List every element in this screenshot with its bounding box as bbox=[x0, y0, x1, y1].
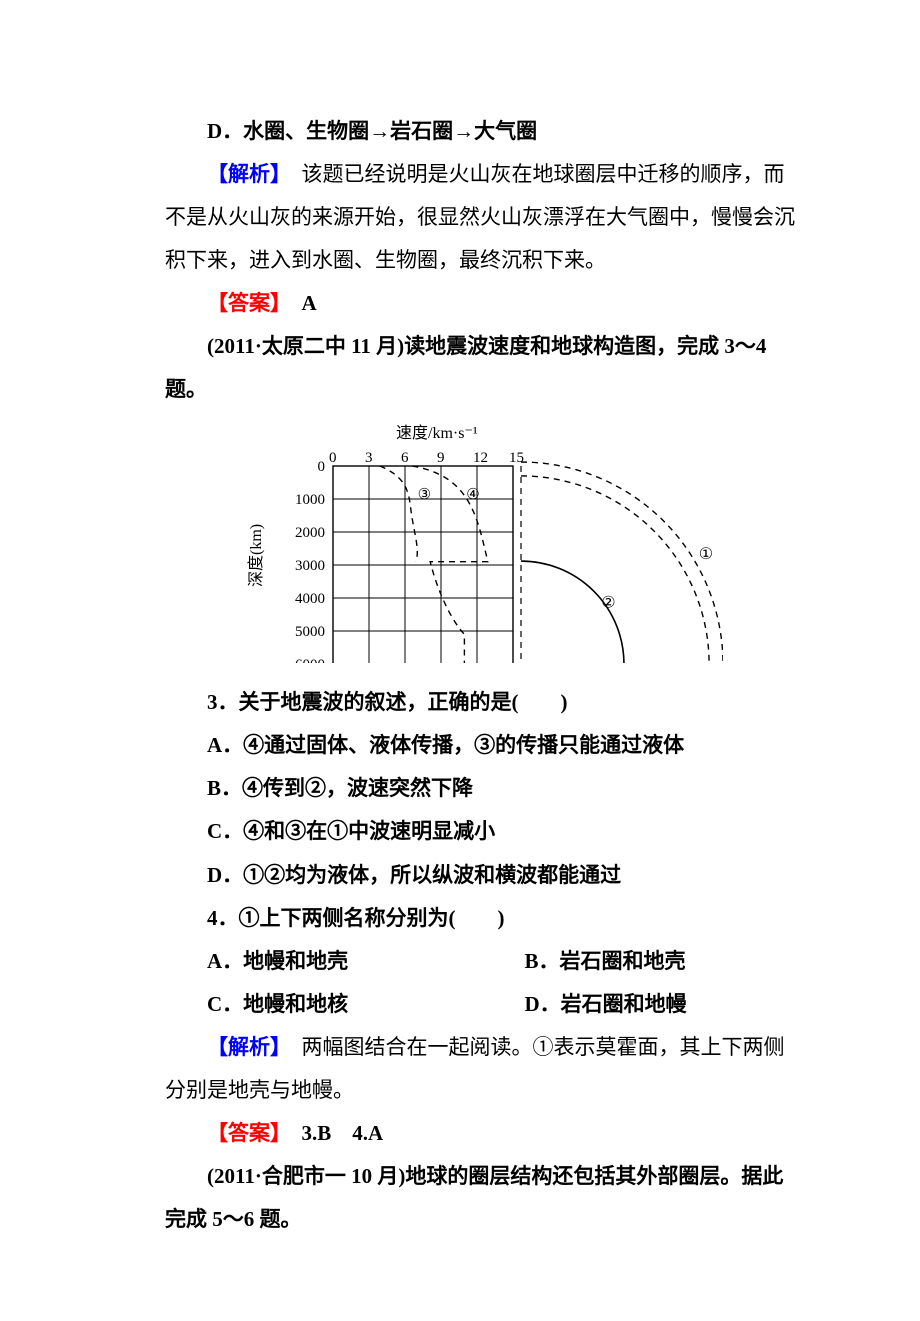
prev-option-d: D．水圈、生物圈→岩石圈→大气圈 bbox=[165, 110, 800, 153]
answer-value: A bbox=[281, 291, 317, 315]
q4-option-c: C．地幔和地核 bbox=[165, 983, 483, 1026]
seismic-figure: 速度/km·s⁻¹ 0 3 6 9 12 15 0 1000 2000 3000 4000 5000 60… bbox=[165, 423, 800, 663]
source-tag: (2011·太原二中 11 月) bbox=[207, 334, 404, 358]
document-page: D．水圈、生物圈→岩石圈→大气圈 【解析】 该题已经说明是火山灰在地球圈层中迁移… bbox=[0, 0, 920, 1321]
svg-text:速度/km·s⁻¹: 速度/km·s⁻¹ bbox=[396, 424, 478, 442]
svg-text:1000: 1000 bbox=[295, 492, 325, 508]
q4-options-row1: A．地幔和地壳 B．岩石圈和地壳 bbox=[165, 940, 800, 983]
answer-label: 【答案】 bbox=[207, 1121, 281, 1145]
q3-option-a: A．④通过固体、液体传播，③的传播只能通过液体 bbox=[165, 724, 800, 767]
svg-text:4000: 4000 bbox=[295, 591, 325, 607]
question-3: 3．关于地震波的叙述，正确的是( ) bbox=[165, 681, 800, 724]
q4-options-row2: C．地幔和地核 D．岩石圈和地幔 bbox=[165, 983, 800, 1026]
q3-option-b: B．④传到②，波速突然下降 bbox=[165, 767, 800, 810]
analysis-label: 【解析】 bbox=[207, 1035, 281, 1059]
svg-text:3: 3 bbox=[365, 450, 373, 466]
question-4: 4．①上下两侧名称分别为( ) bbox=[165, 897, 800, 940]
svg-text:3000: 3000 bbox=[295, 558, 325, 574]
analysis-label: 【解析】 bbox=[207, 162, 281, 186]
q3-option-d: D．①②均为液体，所以纵波和横波都能通过 bbox=[165, 854, 800, 897]
svg-text:②: ② bbox=[601, 595, 615, 612]
svg-text:深度(km): 深度(km) bbox=[247, 524, 265, 587]
seismic-chart-svg: 速度/km·s⁻¹ 0 3 6 9 12 15 0 1000 2000 3000 4000 5000 60… bbox=[243, 423, 723, 663]
answer-value: 3.B 4.A bbox=[281, 1121, 384, 1145]
q4-option-a: A．地幔和地壳 bbox=[165, 940, 483, 983]
analysis-2: 【解析】 两幅图结合在一起阅读。①表示莫霍面，其上下两侧分别是地壳与地幔。 bbox=[165, 1026, 800, 1112]
answer-label: 【答案】 bbox=[207, 291, 281, 315]
q4-option-b: B．岩石圈和地壳 bbox=[483, 940, 801, 983]
svg-text:6000: 6000 bbox=[295, 657, 325, 663]
svg-text:0: 0 bbox=[317, 459, 325, 475]
svg-text:15: 15 bbox=[509, 450, 524, 466]
svg-text:5000: 5000 bbox=[295, 624, 325, 640]
svg-text:0: 0 bbox=[329, 450, 337, 466]
source-line-2: (2011·合肥市一 10 月)地球的圈层结构还包括其外部圈层。据此完成 5～6… bbox=[165, 1155, 800, 1241]
svg-text:6: 6 bbox=[401, 450, 409, 466]
analysis-1: 【解析】 该题已经说明是火山灰在地球圈层中迁移的顺序，而不是从火山灰的来源开始，… bbox=[165, 153, 800, 282]
source-line-1: (2011·太原二中 11 月)读地震波速度和地球构造图，完成 3～4 题。 bbox=[165, 325, 800, 411]
answer-2: 【答案】 3.B 4.A bbox=[165, 1112, 800, 1155]
svg-text:①: ① bbox=[698, 546, 712, 563]
source-tag: (2011·合肥市一 10 月) bbox=[207, 1164, 405, 1188]
q4-option-d: D．岩石圈和地幔 bbox=[483, 983, 801, 1026]
svg-text:④: ④ bbox=[466, 487, 479, 503]
svg-text:2000: 2000 bbox=[295, 525, 325, 541]
svg-text:③: ③ bbox=[417, 487, 430, 503]
answer-1: 【答案】 A bbox=[165, 282, 800, 325]
svg-text:9: 9 bbox=[437, 450, 445, 466]
q3-option-c: C．④和③在①中波速明显减小 bbox=[165, 810, 800, 853]
svg-text:12: 12 bbox=[473, 450, 488, 466]
